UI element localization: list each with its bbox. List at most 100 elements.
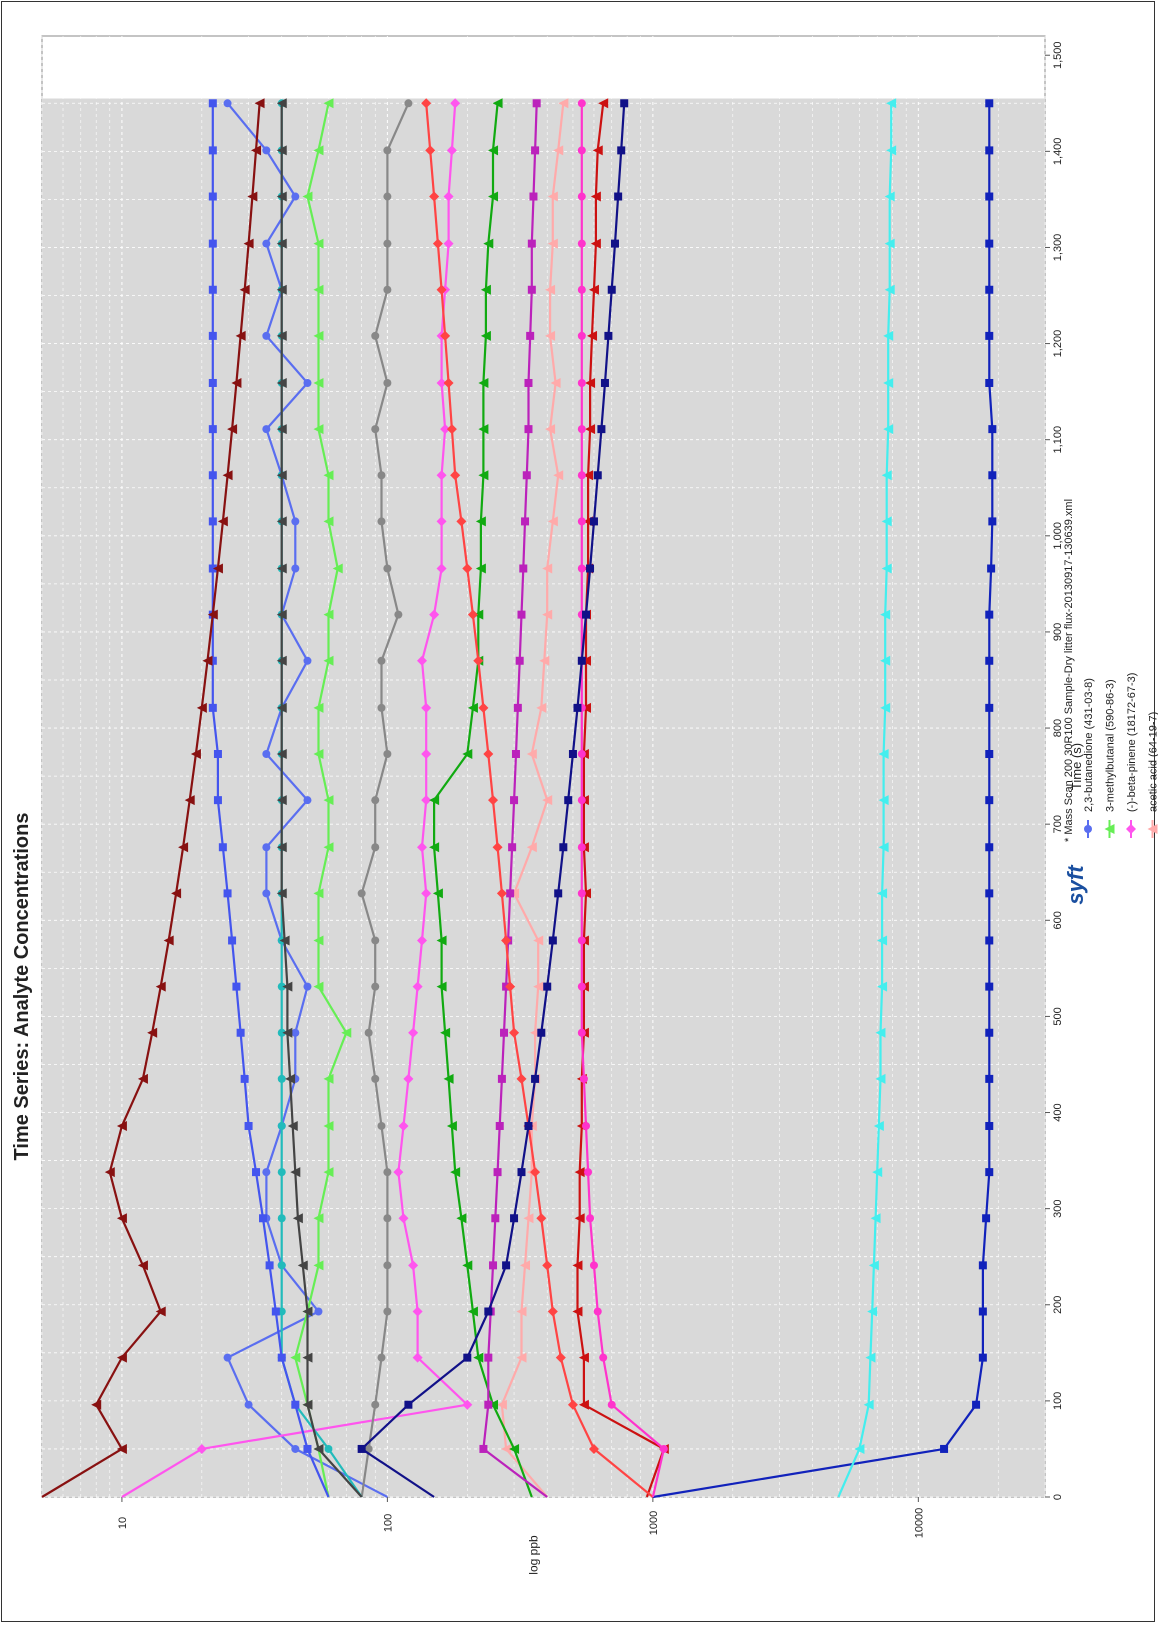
data-point (416, 655, 427, 666)
data-point (265, 1261, 274, 1270)
data-point (303, 1444, 312, 1453)
data-point (404, 99, 413, 108)
data-point (568, 750, 577, 759)
data-point (432, 238, 443, 249)
data-point (577, 378, 586, 387)
data-point (530, 1167, 541, 1178)
data-point (383, 1261, 392, 1270)
data-point (231, 377, 242, 388)
data-point (519, 564, 528, 573)
data-point (313, 935, 324, 946)
data-point (217, 516, 228, 527)
data-point (429, 842, 440, 853)
data-point (432, 888, 443, 899)
data-point (473, 1352, 484, 1363)
data-point (302, 191, 313, 202)
data-point (208, 564, 217, 573)
data-point (196, 702, 207, 713)
data-point (553, 145, 564, 156)
data-point (985, 703, 994, 712)
data-point (600, 378, 609, 387)
data-point (511, 750, 520, 759)
data-point (218, 843, 227, 852)
data-point (137, 1073, 148, 1084)
data-point (147, 1027, 158, 1038)
data-point (488, 145, 499, 156)
data-point (480, 330, 491, 341)
data-point (313, 145, 324, 156)
data-point (323, 1073, 334, 1084)
data-point (377, 656, 386, 665)
data-point (614, 192, 623, 201)
data-point (985, 982, 994, 991)
data-point (526, 331, 535, 340)
data-point (262, 1168, 271, 1177)
data-point (398, 1120, 409, 1131)
data-point (867, 1306, 878, 1317)
data-point (277, 982, 286, 991)
data-point (517, 1168, 526, 1177)
data-point (505, 981, 516, 992)
data-point (520, 1260, 531, 1271)
data-point (493, 1168, 502, 1177)
data-point (371, 425, 380, 434)
data-point (484, 1307, 493, 1316)
data-point (254, 98, 265, 109)
data-point (436, 470, 447, 481)
data-point (291, 1028, 300, 1037)
data-point (548, 936, 557, 945)
data-point (985, 378, 994, 387)
data-point (323, 98, 334, 109)
data-point (276, 377, 287, 388)
data-point (577, 843, 586, 852)
data-point (484, 1400, 493, 1409)
data-point (542, 563, 553, 574)
data-point (880, 655, 891, 666)
data-point (421, 702, 432, 713)
data-point (607, 285, 616, 294)
data-point (262, 843, 271, 852)
data-point (985, 146, 994, 155)
data-point (985, 936, 994, 945)
data-point (577, 889, 586, 898)
data-point (276, 655, 287, 666)
data-point (593, 1307, 602, 1316)
data-point (985, 750, 994, 759)
data-point (222, 470, 233, 481)
y-tick-label: 1000 (648, 1511, 660, 1535)
data-point (178, 842, 189, 853)
data-point (208, 471, 217, 480)
x-tick-label: 100 (1052, 1392, 1064, 1410)
data-point (240, 1074, 249, 1083)
data-point (282, 1027, 293, 1038)
data-point (364, 1028, 373, 1037)
data-point (488, 191, 499, 202)
data-point (232, 982, 241, 991)
data-point (554, 889, 563, 898)
data-point (478, 702, 489, 713)
data-point (421, 795, 432, 806)
data-point (276, 284, 287, 295)
data-point (262, 425, 271, 434)
data-point (235, 330, 246, 341)
data-point (155, 1306, 166, 1317)
data-point (383, 285, 392, 294)
data-point (985, 239, 994, 248)
data-point (450, 470, 461, 481)
data-point (116, 1213, 127, 1224)
data-point (155, 981, 166, 992)
data-point (313, 284, 324, 295)
data-point (521, 517, 530, 526)
data-point (872, 1167, 883, 1178)
data-point (542, 609, 553, 620)
data-point (531, 1074, 540, 1083)
data-point (436, 935, 447, 946)
data-point (276, 749, 287, 760)
data-point (545, 284, 556, 295)
data-point (297, 1260, 308, 1271)
data-point (577, 239, 586, 248)
data-point (877, 981, 888, 992)
data-point (883, 377, 894, 388)
data-point (537, 1028, 546, 1037)
data-point (868, 1260, 879, 1271)
